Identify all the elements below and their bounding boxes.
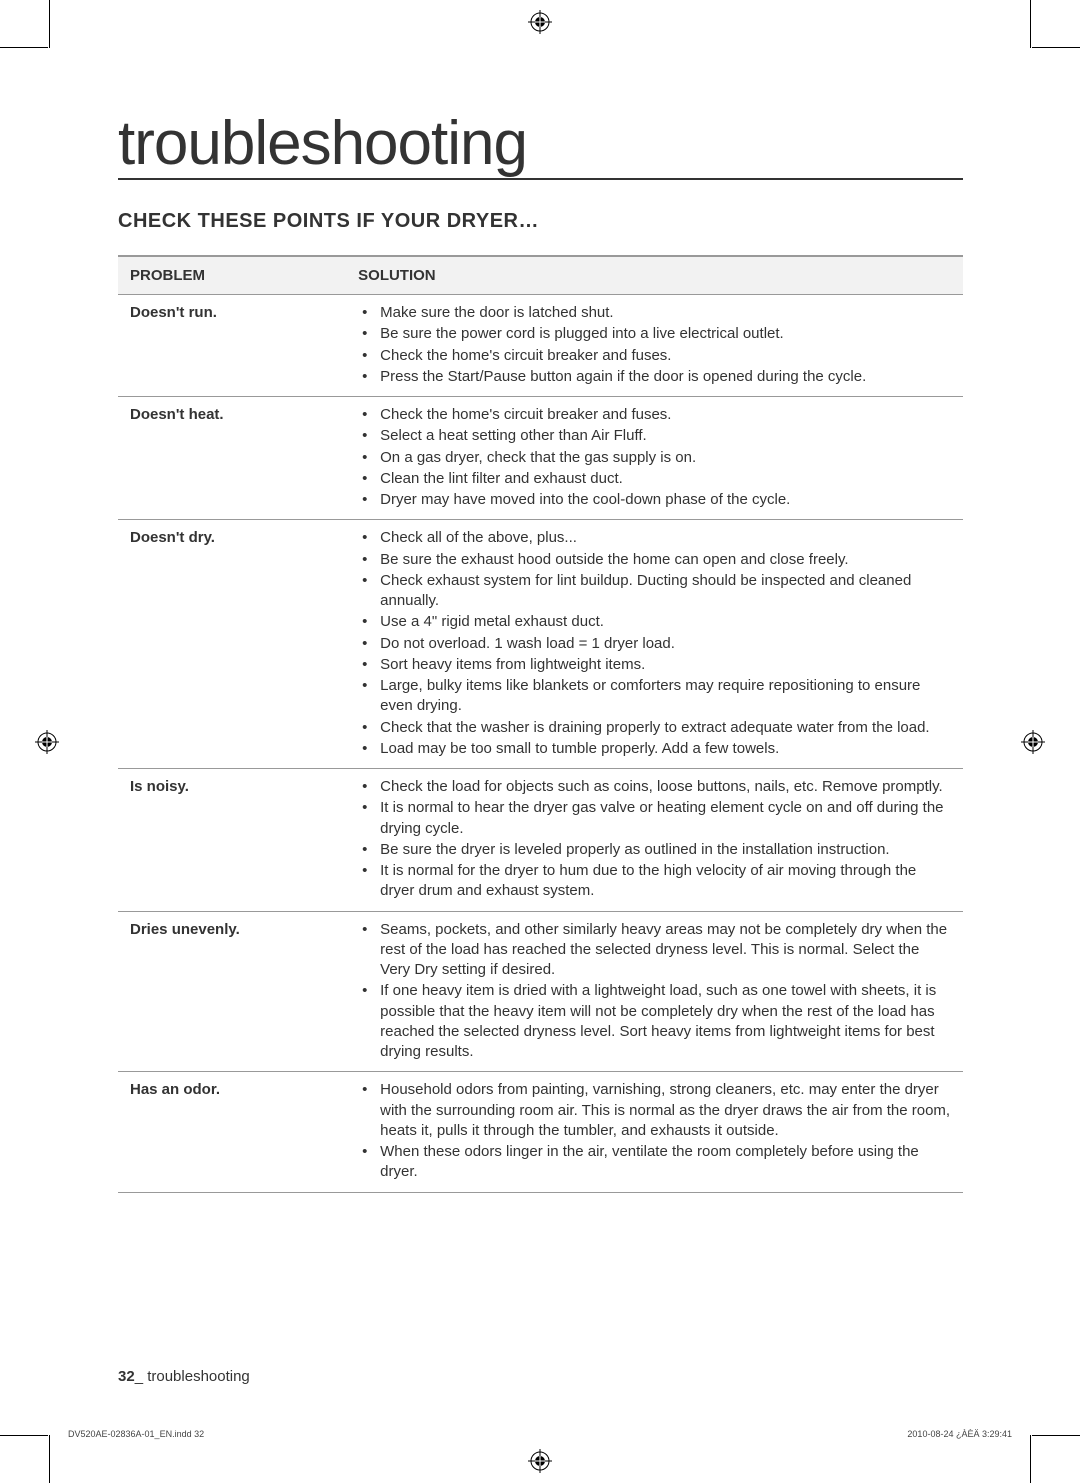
solution-item: Check the home's circuit breaker and fus…: [358, 346, 951, 366]
solution-cell: Seams, pockets, and other similarly heav…: [346, 911, 963, 1072]
crop-mark: [1032, 47, 1080, 48]
footer-label: troubleshooting: [143, 1368, 250, 1385]
table-row: Doesn't heat. Check the home's circuit br…: [118, 397, 963, 520]
solution-item: Check the home's circuit breaker and fus…: [358, 405, 951, 425]
crop-mark: [0, 1435, 48, 1436]
solution-list: Make sure the door is latched shut.Be su…: [358, 303, 951, 387]
solution-cell: Household odors from painting, varnishin…: [346, 1072, 963, 1192]
solution-list: Household odors from painting, varnishin…: [358, 1080, 951, 1182]
table-row: Is noisy. Check the load for objects such…: [118, 769, 963, 912]
crop-mark: [49, 0, 50, 48]
solution-item: Large, bulky items like blankets or comf…: [358, 676, 951, 717]
solution-cell: Make sure the door is latched shut.Be su…: [346, 295, 963, 397]
solution-list: Check the load for objects such as coins…: [358, 777, 951, 902]
solution-item: Be sure the power cord is plugged into a…: [358, 324, 951, 344]
crop-mark: [1032, 1435, 1080, 1436]
solution-item: Check that the washer is draining proper…: [358, 718, 951, 738]
solution-cell: Check the home's circuit breaker and fus…: [346, 397, 963, 520]
table-row: Doesn't run.Make sure the door is latche…: [118, 295, 963, 397]
indd-footer: DV520AE-02836A-01_EN.indd 32 2010-08-24 …: [68, 1429, 1012, 1439]
page-title: troubleshooting: [118, 110, 963, 180]
solution-item: If one heavy item is dried with a lightw…: [358, 981, 951, 1062]
solution-item: Check the load for objects such as coins…: [358, 777, 951, 797]
section-heading: CHECK THESE POINTS IF YOUR DRYER…: [118, 210, 963, 233]
solution-item: Check all of the above, plus...: [358, 528, 951, 548]
solution-item: On a gas dryer, check that the gas suppl…: [358, 448, 951, 468]
page-number: 32: [118, 1368, 135, 1385]
problem-cell: Dries unevenly.: [118, 911, 346, 1072]
solution-list: Seams, pockets, and other similarly heav…: [358, 920, 951, 1063]
problem-cell: Has an odor.: [118, 1072, 346, 1192]
indd-file: DV520AE-02836A-01_EN.indd 32: [68, 1429, 204, 1439]
indd-timestamp: 2010-08-24 ¿ÀÈÄ 3:29:41: [907, 1429, 1012, 1439]
registration-mark-icon: [35, 730, 59, 754]
solution-item: Clean the lint filter and exhaust duct.: [358, 469, 951, 489]
solution-item: When these odors linger in the air, vent…: [358, 1142, 951, 1183]
registration-mark-icon: [528, 10, 552, 34]
solution-item: Household odors from painting, varnishin…: [358, 1080, 951, 1141]
footer-separator: _: [135, 1368, 143, 1385]
table-row: Doesn't dry.Check all of the above, plus…: [118, 520, 963, 769]
troubleshooting-table: PROBLEM SOLUTION Doesn't run.Make sure t…: [118, 255, 963, 1193]
solution-item: It is normal for the dryer to hum due to…: [358, 861, 951, 902]
page-content: troubleshooting CHECK THESE POINTS IF YO…: [118, 110, 963, 1193]
table-header-problem: PROBLEM: [118, 256, 346, 295]
crop-mark: [1030, 0, 1031, 48]
solution-item: Dryer may have moved into the cool-down …: [358, 490, 951, 510]
table-row: Dries unevenly.Seams, pockets, and other…: [118, 911, 963, 1072]
solution-item: Make sure the door is latched shut.: [358, 303, 951, 323]
solution-item: Do not overload. 1 wash load = 1 dryer l…: [358, 634, 951, 654]
problem-cell: Doesn't heat.: [118, 397, 346, 520]
solution-item: It is normal to hear the dryer gas valve…: [358, 798, 951, 839]
solution-item: Seams, pockets, and other similarly heav…: [358, 920, 951, 981]
table-row: Has an odor.Household odors from paintin…: [118, 1072, 963, 1192]
table-header-solution: SOLUTION: [346, 256, 963, 295]
problem-cell: Is noisy.: [118, 769, 346, 912]
crop-mark: [1030, 1435, 1031, 1483]
solution-list: Check all of the above, plus...Be sure t…: [358, 528, 951, 759]
solution-cell: Check the load for objects such as coins…: [346, 769, 963, 912]
solution-item: Use a 4" rigid metal exhaust duct.: [358, 612, 951, 632]
solution-item: Load may be too small to tumble properly…: [358, 739, 951, 759]
solution-cell: Check all of the above, plus...Be sure t…: [346, 520, 963, 769]
registration-mark-icon: [1021, 730, 1045, 754]
solution-item: Be sure the exhaust hood outside the hom…: [358, 550, 951, 570]
registration-mark-icon: [528, 1449, 552, 1473]
solution-list: Check the home's circuit breaker and fus…: [358, 405, 951, 510]
crop-mark: [0, 47, 48, 48]
problem-cell: Doesn't dry.: [118, 520, 346, 769]
crop-mark: [49, 1435, 50, 1483]
solution-item: Be sure the dryer is leveled properly as…: [358, 840, 951, 860]
problem-cell: Doesn't run.: [118, 295, 346, 397]
page-footer: 32_ troubleshooting: [118, 1368, 250, 1385]
solution-item: Select a heat setting other than Air Flu…: [358, 426, 951, 446]
solution-item: Sort heavy items from lightweight items.: [358, 655, 951, 675]
solution-item: Check exhaust system for lint buildup. D…: [358, 571, 951, 612]
solution-item: Press the Start/Pause button again if th…: [358, 367, 951, 387]
